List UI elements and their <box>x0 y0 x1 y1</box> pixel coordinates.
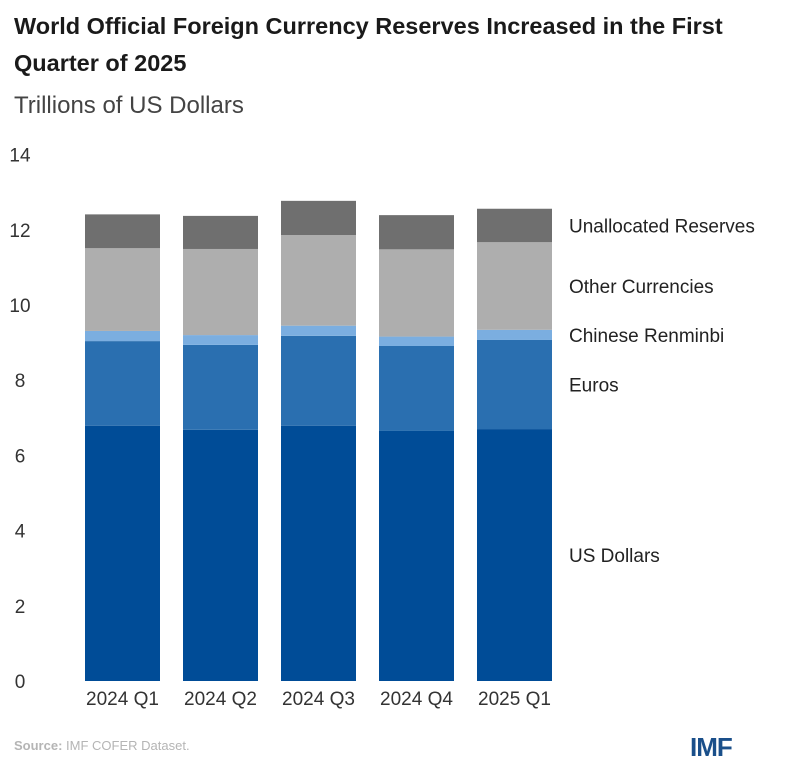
bar-segment-unallocated-reserves <box>477 208 552 243</box>
imf-logo: IMF <box>690 732 733 762</box>
source-text: IMF COFER Dataset. <box>66 738 190 753</box>
bar-segment-us-dollars <box>281 425 356 681</box>
bar-segment-other-currencies <box>183 248 258 336</box>
bar-segment-us-dollars <box>85 425 160 681</box>
bar-segment-us-dollars <box>379 430 454 681</box>
bar-segment-other-currencies <box>85 248 160 331</box>
bar-segment-other-currencies <box>379 249 454 337</box>
y-tick-label: 6 <box>15 446 26 467</box>
bar-segment-unallocated-reserves <box>281 200 356 236</box>
bar-segment-euros <box>477 339 552 430</box>
source-note: Source: IMF COFER Dataset. <box>14 738 190 753</box>
bar-segment-unallocated-reserves <box>379 215 454 250</box>
chart-subtitle: Trillions of US Dollars <box>14 92 244 119</box>
bar-segment-unallocated-reserves <box>183 215 258 249</box>
y-tick-label: 8 <box>15 371 26 392</box>
x-tick-label: 2024 Q3 <box>282 689 355 710</box>
y-tick-label: 0 <box>15 672 26 693</box>
bar-segment-euros <box>183 344 258 430</box>
bar-segment-chinese-renminbi <box>281 325 356 336</box>
legend-label: Euros <box>569 376 619 397</box>
y-tick-label: 4 <box>15 522 26 543</box>
bar-segment-euros <box>379 345 454 431</box>
bar-segment-other-currencies <box>281 235 356 326</box>
legend-label: Unallocated Reserves <box>569 216 755 237</box>
y-tick-label: 10 <box>9 296 30 317</box>
y-tick-label: 12 <box>9 221 30 242</box>
legend-label: Chinese Renminbi <box>569 326 724 347</box>
legend-label: US Dollars <box>569 546 660 567</box>
bar-segment-unallocated-reserves <box>85 214 160 249</box>
bar-segment-chinese-renminbi <box>183 335 258 345</box>
bar-segment-chinese-renminbi <box>477 329 552 340</box>
bar-segment-chinese-renminbi <box>379 336 454 346</box>
x-tick-label: 2024 Q4 <box>380 689 453 710</box>
x-tick-label: 2025 Q1 <box>478 689 551 710</box>
x-tick-label: 2024 Q2 <box>184 689 257 710</box>
y-tick-label: 2 <box>15 597 26 618</box>
source-label: Source: <box>14 738 63 753</box>
bar-segment-euros <box>85 341 160 426</box>
bar-segment-us-dollars <box>477 429 552 681</box>
chart-title: World Official Foreign Currency Reserves… <box>14 13 723 76</box>
legend-label: Other Currencies <box>569 277 714 298</box>
x-tick-label: 2024 Q1 <box>86 689 159 710</box>
y-tick-label: 14 <box>9 146 31 167</box>
bar-segment-us-dollars <box>183 429 258 681</box>
bar-segment-other-currencies <box>477 242 552 330</box>
bar-segment-euros <box>281 335 356 426</box>
bar-segment-chinese-renminbi <box>85 330 160 342</box>
